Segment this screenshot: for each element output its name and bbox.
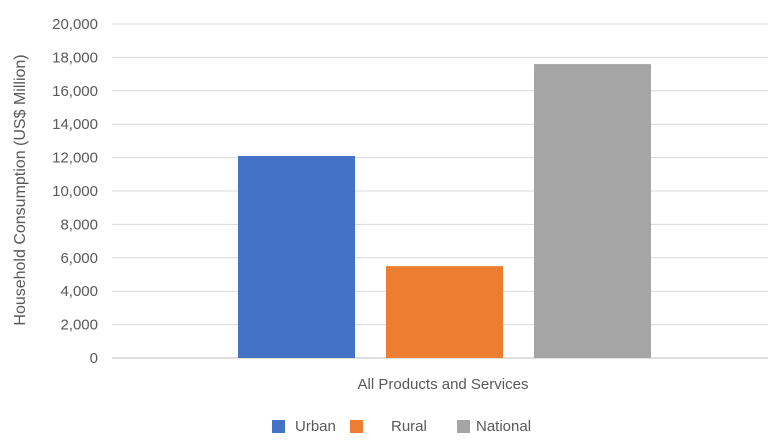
legend-item-rural: Rural bbox=[350, 418, 427, 435]
bar-rural bbox=[386, 266, 503, 358]
legend-swatch-rural bbox=[350, 420, 363, 433]
legend-label-rural: Rural bbox=[391, 418, 427, 435]
gridlines bbox=[112, 23, 768, 359]
y-tick-label: 12,000 bbox=[52, 150, 98, 167]
y-tick-label: 16,000 bbox=[52, 83, 98, 100]
y-tick-label: 6,000 bbox=[60, 250, 98, 267]
legend-item-urban: Urban bbox=[272, 418, 336, 435]
legend-swatch-national bbox=[457, 420, 470, 433]
y-tick-label: 4,000 bbox=[60, 283, 98, 300]
legend-item-national: National bbox=[457, 418, 531, 435]
legend-label-national: National bbox=[476, 418, 532, 435]
bar-national bbox=[534, 64, 651, 358]
legend: Urban Rural National bbox=[0, 418, 768, 442]
legend-swatch-urban bbox=[272, 420, 285, 433]
y-axis-title: Household Consumption (US$ Million) bbox=[12, 54, 29, 325]
y-tick-label: 0 bbox=[90, 350, 98, 367]
y-tick-label: 10,000 bbox=[52, 183, 98, 200]
legend-label-urban: Urban bbox=[295, 418, 336, 435]
y-tick-label: 2,000 bbox=[60, 317, 98, 334]
y-axis-tick-labels: 0 2,000 4,000 6,000 8,000 10,000 12,000 14,000 1… bbox=[52, 16, 98, 367]
x-axis-category-label: All Products and Services bbox=[358, 376, 529, 393]
y-tick-label: 18,000 bbox=[52, 49, 98, 66]
y-tick-label: 14,000 bbox=[52, 116, 98, 133]
bar-urban bbox=[238, 155, 355, 358]
y-tick-label: 20,000 bbox=[52, 16, 98, 33]
bars bbox=[238, 64, 651, 358]
y-tick-label: 8,000 bbox=[60, 216, 98, 233]
